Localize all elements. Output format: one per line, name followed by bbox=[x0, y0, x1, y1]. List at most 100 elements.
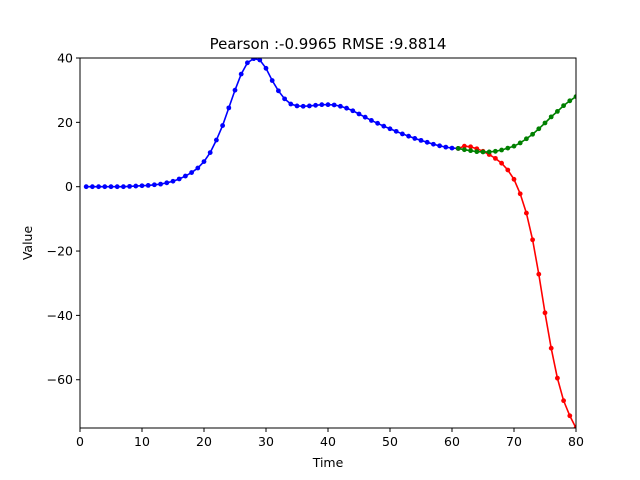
data-point bbox=[226, 105, 232, 111]
data-point bbox=[548, 345, 554, 351]
data-point bbox=[114, 184, 120, 190]
x-tick-label: 20 bbox=[196, 434, 212, 449]
data-point bbox=[486, 149, 492, 155]
data-point bbox=[474, 149, 480, 155]
data-point bbox=[561, 398, 566, 404]
data-point bbox=[108, 184, 114, 190]
plot-area bbox=[83, 58, 576, 428]
data-point bbox=[517, 191, 523, 197]
data-point bbox=[220, 123, 226, 128]
data-point bbox=[344, 105, 349, 111]
data-point bbox=[418, 137, 424, 143]
data-point bbox=[573, 425, 576, 428]
data-point bbox=[567, 98, 573, 104]
data-point bbox=[480, 149, 486, 155]
data-point bbox=[517, 140, 523, 146]
data-point bbox=[536, 271, 542, 277]
data-point bbox=[548, 114, 554, 120]
data-point bbox=[462, 147, 467, 153]
data-point bbox=[462, 143, 467, 149]
data-point bbox=[542, 120, 548, 126]
data-point bbox=[536, 126, 542, 132]
data-point bbox=[505, 145, 511, 151]
data-point bbox=[325, 102, 331, 108]
data-point bbox=[294, 103, 300, 109]
data-point bbox=[443, 144, 449, 150]
data-point bbox=[412, 136, 418, 141]
y-tick-label: −20 bbox=[47, 244, 73, 259]
data-point bbox=[282, 96, 287, 102]
data-point bbox=[530, 131, 535, 137]
data-point bbox=[263, 65, 269, 71]
data-point bbox=[555, 109, 560, 114]
data-point bbox=[257, 58, 263, 63]
y-tick-label: 20 bbox=[57, 115, 73, 130]
data-point bbox=[176, 176, 182, 182]
series-line-0 bbox=[86, 58, 459, 188]
data-point bbox=[102, 184, 108, 190]
series-line-1 bbox=[457, 145, 576, 428]
x-tick-label: 70 bbox=[506, 434, 522, 449]
plot-frame bbox=[79, 57, 577, 429]
data-point bbox=[542, 310, 548, 316]
data-point bbox=[300, 103, 306, 109]
data-point bbox=[214, 137, 219, 143]
data-point bbox=[276, 88, 281, 94]
x-axis-title: Time bbox=[312, 455, 344, 470]
data-point bbox=[455, 146, 461, 151]
data-point bbox=[238, 71, 244, 77]
data-point bbox=[400, 131, 405, 137]
series-line-2 bbox=[458, 95, 576, 153]
x-tick-label: 40 bbox=[320, 434, 336, 449]
data-point bbox=[381, 123, 387, 129]
data-point bbox=[170, 178, 176, 184]
data-point bbox=[331, 102, 337, 108]
data-point bbox=[152, 182, 157, 188]
data-point bbox=[338, 103, 343, 109]
data-point bbox=[356, 111, 362, 117]
y-axis-title: Value bbox=[20, 226, 35, 261]
data-point bbox=[96, 184, 101, 190]
y-tick-label: 0 bbox=[65, 179, 73, 194]
data-point bbox=[307, 103, 312, 109]
data-point bbox=[524, 136, 529, 142]
data-point bbox=[493, 148, 498, 154]
x-axis: 0 10 20 30 40 50 60 70 80 bbox=[76, 428, 584, 449]
x-tick-label: 50 bbox=[382, 434, 398, 449]
x-tick-label: 0 bbox=[76, 434, 84, 449]
data-point bbox=[393, 128, 399, 134]
data-point bbox=[83, 184, 89, 190]
data-point bbox=[468, 148, 473, 154]
data-point bbox=[362, 114, 368, 120]
data-point bbox=[158, 181, 164, 187]
data-point bbox=[164, 180, 170, 186]
data-point bbox=[424, 139, 430, 145]
data-point bbox=[573, 94, 576, 100]
data-point bbox=[288, 101, 294, 107]
data-point bbox=[437, 143, 442, 149]
data-point bbox=[511, 176, 517, 182]
data-point bbox=[449, 145, 455, 151]
data-point bbox=[201, 159, 207, 165]
data-point bbox=[313, 102, 318, 108]
x-tick-label: 30 bbox=[258, 434, 274, 449]
data-point bbox=[567, 413, 573, 419]
data-point bbox=[493, 155, 498, 161]
data-point bbox=[561, 103, 566, 109]
data-point bbox=[245, 60, 250, 66]
y-tick-label: −60 bbox=[47, 372, 73, 387]
x-tick-label: 10 bbox=[134, 434, 150, 449]
data-point bbox=[369, 118, 374, 123]
data-point bbox=[350, 108, 356, 114]
data-point bbox=[431, 141, 436, 147]
data-point bbox=[195, 165, 201, 171]
x-tick-label: 80 bbox=[568, 434, 584, 449]
data-point bbox=[251, 58, 256, 62]
data-point bbox=[505, 167, 511, 173]
data-point bbox=[90, 184, 95, 190]
data-point bbox=[511, 143, 517, 149]
data-point bbox=[555, 375, 560, 381]
data-point bbox=[127, 183, 132, 189]
data-point bbox=[499, 147, 504, 153]
